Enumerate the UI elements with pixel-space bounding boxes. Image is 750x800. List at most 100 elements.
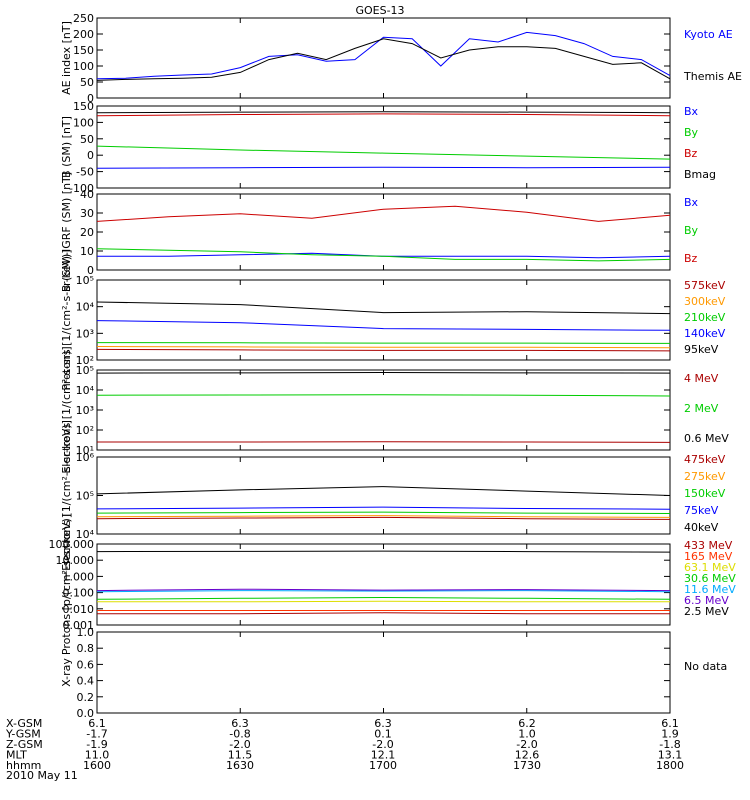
footer-value: 1600 (83, 759, 111, 772)
series-line (97, 441, 671, 443)
footer-value: 1800 (656, 759, 684, 772)
footer-value: -0.8 (229, 728, 250, 741)
y-tick-label: 0.2 (77, 691, 95, 704)
y-tick-label: 10⁵ (76, 274, 94, 287)
panel-frame (96, 456, 671, 535)
series-line (96, 590, 671, 593)
y-tick-label: 10⁴ (76, 528, 95, 541)
footer-value: 13.1 (658, 749, 683, 762)
y-tick-label: 0.001 (63, 619, 95, 632)
y-axis-label: B (SM) [nT] (60, 116, 73, 178)
y-tick-label: 0.0 (77, 707, 95, 720)
legend-entry: 0.6 MeV (684, 432, 729, 445)
footer-value: -1.9 (86, 738, 107, 751)
series-line (96, 506, 671, 510)
series-line (96, 371, 671, 374)
footer-value: 1.9 (661, 728, 679, 741)
footer-value: 12.1 (371, 749, 396, 762)
footer-value: 1700 (369, 759, 397, 772)
series-line (96, 515, 671, 518)
series-line (96, 550, 671, 553)
y-tick-label: -100 (69, 182, 94, 195)
y-tick-label: 250 (73, 12, 94, 25)
legend-entry: Themis AE (683, 70, 742, 83)
series-line (96, 342, 671, 344)
series-line (96, 511, 671, 514)
legend-entry: Bz (684, 147, 698, 160)
y-tick-label: 10² (76, 424, 94, 437)
legend-entry: 433 MeV (684, 539, 733, 552)
legend-entry: Bz (684, 252, 698, 265)
panel-6: 0.001 0.010 0.100 1.000 10.000 100.000Protons… (49, 514, 737, 655)
footer-value: -2.0 (229, 738, 250, 751)
y-axis-label: Electrons [1/(cm²-s-sr)] (60, 346, 73, 473)
y-tick-label: 10⁴ (76, 301, 95, 314)
y-tick-label: 10.000 (56, 554, 95, 567)
legend-entry: 2 MeV (684, 402, 719, 415)
y-tick-label: 10¹ (76, 444, 94, 457)
footer-row-label: Z-GSM (6, 738, 43, 751)
y-tick-label: -50 (76, 166, 94, 179)
legend-entry: 63.1 MeV (684, 561, 736, 574)
series-line (96, 248, 671, 262)
panel-frame (96, 369, 671, 451)
y-tick-label: 0 (87, 149, 94, 162)
legend-entry: By (684, 224, 699, 237)
footer-value: 1630 (226, 759, 254, 772)
legend-entry: 165 MeV (684, 550, 733, 563)
legend-entry: 75keV (684, 504, 719, 517)
y-axis-label: Electrons [1/(cm²-s-sr-keV)] (60, 420, 73, 571)
y-axis-label: Protons [1/(cm²-s-sr-keV)] (60, 249, 73, 390)
footer-value: 11.0 (85, 749, 110, 762)
footer-value: 0.1 (374, 728, 392, 741)
y-tick-label: 0.010 (63, 603, 95, 616)
y-tick-label: 20 (80, 226, 94, 239)
footer-value: 1730 (513, 759, 541, 772)
panel-frame (96, 279, 671, 361)
series-line (96, 31, 671, 80)
legend-entry: 4 MeV (684, 372, 719, 385)
y-tick-label: 0.100 (63, 587, 95, 600)
y-tick-label: 10⁵ (76, 364, 94, 377)
y-tick-label: 10⁴ (76, 384, 95, 397)
series-line (96, 346, 671, 349)
series-line (96, 516, 671, 520)
series-line (96, 166, 671, 169)
y-tick-label: 10² (76, 354, 94, 367)
y-tick-label: 1.000 (63, 570, 95, 583)
y-tick-label: 10⁵ (76, 490, 94, 503)
series-line (96, 111, 671, 114)
series-line (96, 596, 671, 600)
legend-entry: 150keV (684, 487, 726, 500)
series-line (96, 205, 671, 222)
legend-entry: 475keV (684, 453, 726, 466)
y-axis-label: X-ray (60, 658, 73, 687)
legend-entry: 210keV (684, 311, 726, 324)
y-tick-label: 30 (80, 207, 94, 220)
y-tick-label: 100 (73, 116, 94, 129)
footer-value: -1.8 (659, 738, 680, 751)
footer-date: 2010 May 11 (6, 769, 78, 782)
series-line (96, 348, 671, 352)
no-data-label: No data (684, 660, 727, 673)
y-tick-label: 150 (73, 100, 94, 113)
legend-entry: Bx (684, 105, 699, 118)
y-tick-label: 0 (87, 264, 94, 277)
footer-value: 11.5 (228, 749, 253, 762)
footer-value: 6.2 (518, 717, 536, 730)
y-tick-label: 10⁶ (76, 451, 95, 464)
footer-row-label: X-GSM (6, 717, 42, 730)
series-line (96, 320, 671, 331)
y-tick-label: 40 (80, 188, 94, 201)
legend-entry: 95keV (684, 343, 719, 356)
y-tick-label: 0.4 (77, 675, 95, 688)
legend-entry: By (684, 126, 699, 139)
footer-row-label: hhmm (6, 759, 41, 772)
y-axis-label: Protons [p/(cm²-s-sr-keV)] (60, 514, 73, 655)
legend-entry: Bmag (684, 168, 716, 181)
y-tick-label: 10 (80, 245, 94, 258)
